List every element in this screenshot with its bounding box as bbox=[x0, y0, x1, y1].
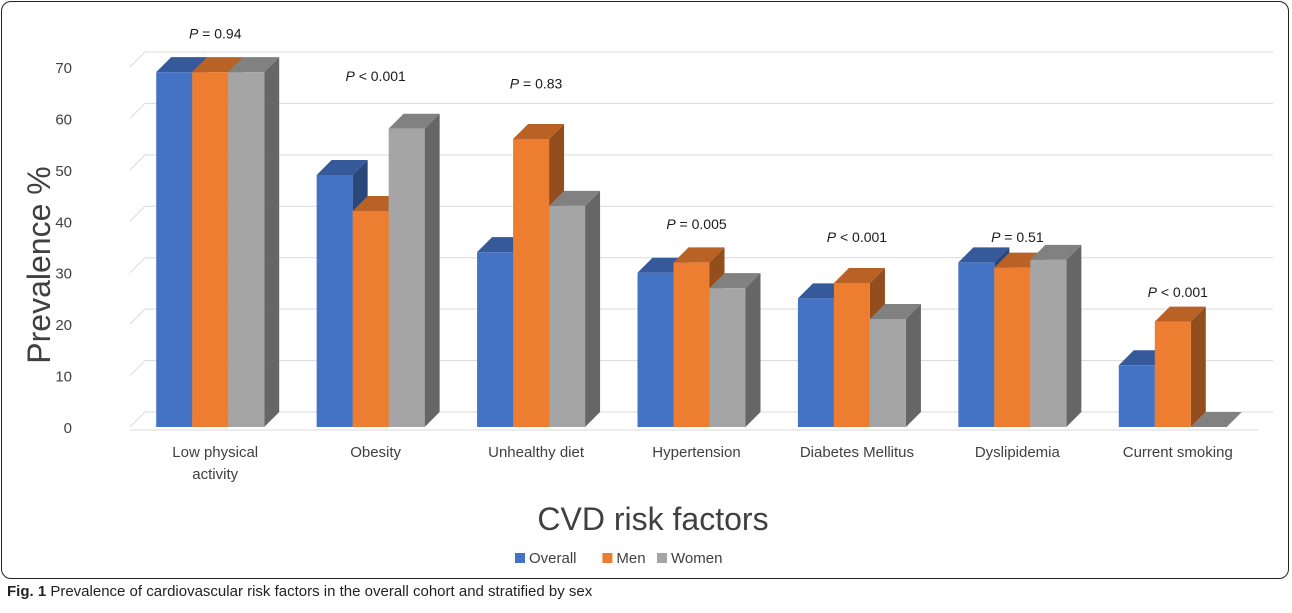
bar bbox=[673, 262, 710, 427]
bar-side bbox=[585, 190, 601, 427]
bar-top bbox=[228, 57, 280, 73]
bar bbox=[316, 175, 353, 427]
p-value-annotation: P = 0.83 bbox=[510, 76, 563, 92]
y-tick-label: 40 bbox=[55, 214, 72, 231]
bar-side bbox=[264, 57, 280, 428]
bar-chart: 0 10 20 30 40 50 60 70 Prevalence % Low physical a… bbox=[21, 26, 1273, 567]
bar-top bbox=[1190, 412, 1242, 427]
p-value-annotation: P < 0.001 bbox=[827, 229, 888, 245]
bar-top bbox=[192, 57, 244, 73]
x-tick-label: Unhealthy diet bbox=[488, 444, 585, 461]
bar-side bbox=[745, 273, 761, 427]
gridline-depth bbox=[129, 257, 146, 274]
bar bbox=[869, 319, 906, 427]
bar bbox=[388, 128, 425, 427]
bar-side bbox=[1190, 306, 1206, 427]
bar bbox=[192, 72, 229, 428]
gridline-depth bbox=[129, 154, 146, 171]
y-tick-label: 60 bbox=[55, 111, 72, 128]
figure-caption: Fig. 1 Prevalence of cardiovascular risk… bbox=[7, 583, 592, 600]
bar-top bbox=[156, 57, 208, 73]
bar-top bbox=[958, 247, 1010, 263]
gridline-depth bbox=[129, 51, 146, 68]
y-tick-label: 30 bbox=[55, 266, 72, 283]
bar bbox=[352, 211, 389, 427]
caption-text: Prevalence of cardiovascular risk factor… bbox=[46, 583, 593, 600]
y-axis-title: Prevalence % bbox=[21, 166, 57, 363]
bar bbox=[833, 283, 870, 427]
caption-label: Fig. 1 bbox=[7, 583, 47, 600]
y-tick-label: 50 bbox=[55, 163, 72, 180]
bar-side bbox=[424, 113, 440, 427]
p-value-annotation: P = 0.005 bbox=[666, 216, 727, 232]
x-tick-label: Hypertension bbox=[652, 444, 740, 461]
bar bbox=[549, 205, 586, 427]
bar bbox=[709, 288, 746, 427]
legend-label: Men bbox=[616, 550, 645, 567]
bar bbox=[958, 262, 995, 427]
bar-side bbox=[1066, 244, 1082, 427]
legend-label: Women bbox=[671, 550, 722, 567]
p-value-annotation: P = 0.94 bbox=[189, 26, 242, 42]
p-value-annotation: P = 0.51 bbox=[991, 229, 1044, 245]
bar bbox=[477, 252, 514, 427]
legend-swatch bbox=[515, 553, 525, 563]
legend-label: Overall bbox=[529, 550, 577, 567]
x-axis-title: CVD risk factors bbox=[537, 501, 768, 537]
bar-top bbox=[673, 247, 725, 263]
p-value-annotation: P < 0.001 bbox=[345, 68, 406, 84]
gridline-depth bbox=[129, 205, 146, 222]
bar-side bbox=[905, 304, 921, 427]
bar-top bbox=[316, 160, 368, 175]
bar-top bbox=[709, 273, 761, 289]
gridline-depth bbox=[129, 103, 146, 119]
bar bbox=[228, 72, 265, 428]
bar bbox=[637, 272, 674, 427]
x-tick-label: Obesity bbox=[350, 444, 401, 461]
y-tick-label: 70 bbox=[55, 60, 72, 77]
gridline-depth bbox=[129, 411, 146, 428]
bar bbox=[994, 267, 1031, 427]
legend-swatch bbox=[657, 553, 667, 563]
bar bbox=[1154, 321, 1191, 427]
bar-top bbox=[869, 304, 921, 319]
bar-top bbox=[1030, 244, 1082, 260]
bar-top bbox=[513, 124, 565, 139]
x-tick-label: Low physical activity bbox=[172, 444, 258, 483]
legend-swatch bbox=[602, 553, 613, 563]
bar bbox=[156, 72, 193, 428]
bar bbox=[1030, 259, 1067, 427]
bar-top bbox=[833, 268, 885, 283]
gridline-depth bbox=[129, 360, 146, 376]
y-tick-label: 10 bbox=[55, 369, 72, 386]
bar bbox=[797, 298, 834, 427]
bar-top bbox=[1154, 306, 1206, 322]
x-tick-label: Diabetes Mellitus bbox=[800, 444, 914, 461]
x-tick-label: Dyslipidemia bbox=[975, 444, 1061, 461]
gridline-depth bbox=[129, 308, 146, 325]
bar-top bbox=[388, 113, 440, 129]
p-value-annotation: P < 0.001 bbox=[1148, 284, 1209, 300]
bar bbox=[513, 139, 550, 427]
bar bbox=[1118, 365, 1155, 427]
bar-top bbox=[549, 190, 601, 206]
y-tick-label: 20 bbox=[55, 317, 72, 334]
x-tick-label: Current smoking bbox=[1123, 444, 1233, 461]
y-tick-label: 0 bbox=[64, 420, 72, 437]
